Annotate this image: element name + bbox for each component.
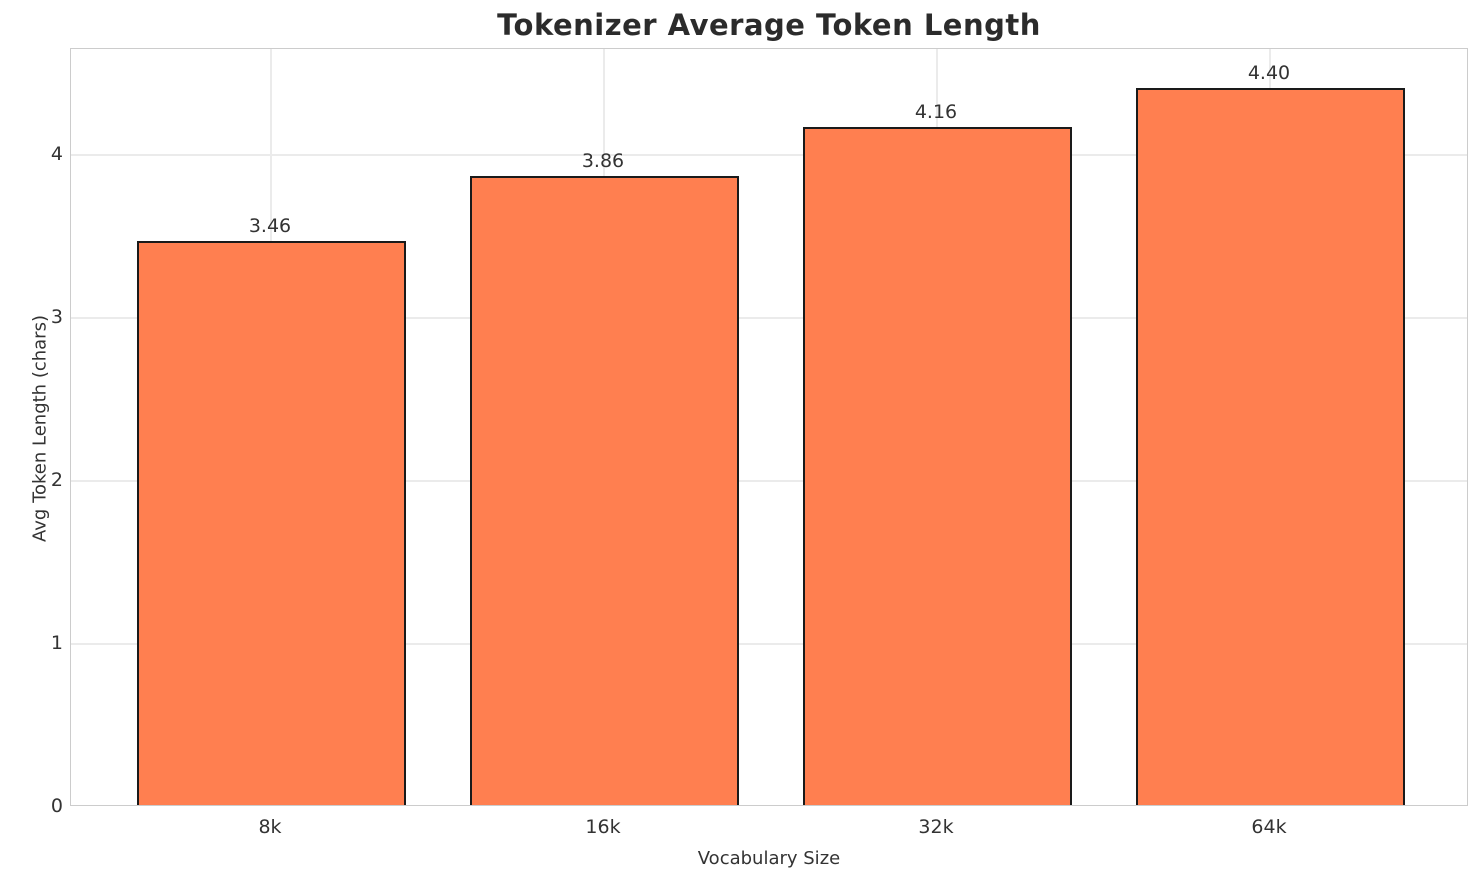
y-axis-label: Avg Token Length (chars)	[29, 315, 51, 542]
bar-value-label-8k: 3.46	[248, 214, 292, 237]
bar-value-label-32k: 4.16	[914, 100, 958, 123]
x-tick-label-32k: 32k	[918, 816, 954, 838]
x-tick-label-16k: 16k	[585, 816, 621, 838]
gridline-y-2	[71, 480, 1467, 482]
gridline-y-4	[71, 154, 1467, 156]
bar-64k	[1135, 87, 1405, 805]
chart-title: Tokenizer Average Token Length	[497, 8, 1041, 42]
y-tick-label-2: 2	[50, 468, 63, 491]
y-tick-label-1: 1	[50, 631, 63, 654]
bar-value-label-64k: 4.40	[1247, 61, 1291, 84]
bar-32k	[802, 126, 1072, 805]
gridline-y-3	[71, 317, 1467, 319]
bar-value-label-16k: 3.86	[581, 149, 625, 172]
x-axis-label: Vocabulary Size	[697, 848, 841, 869]
y-tick-label-4: 4	[50, 142, 63, 165]
plot-area	[70, 48, 1468, 806]
bar-8k	[136, 240, 406, 805]
gridline-y-1	[71, 643, 1467, 645]
y-tick-label-3: 3	[50, 305, 63, 328]
x-tick-label-64k: 64k	[1251, 816, 1287, 838]
y-tick-label-0: 0	[50, 795, 63, 817]
x-tick-label-8k: 8k	[258, 816, 282, 838]
bar-16k	[469, 175, 739, 805]
